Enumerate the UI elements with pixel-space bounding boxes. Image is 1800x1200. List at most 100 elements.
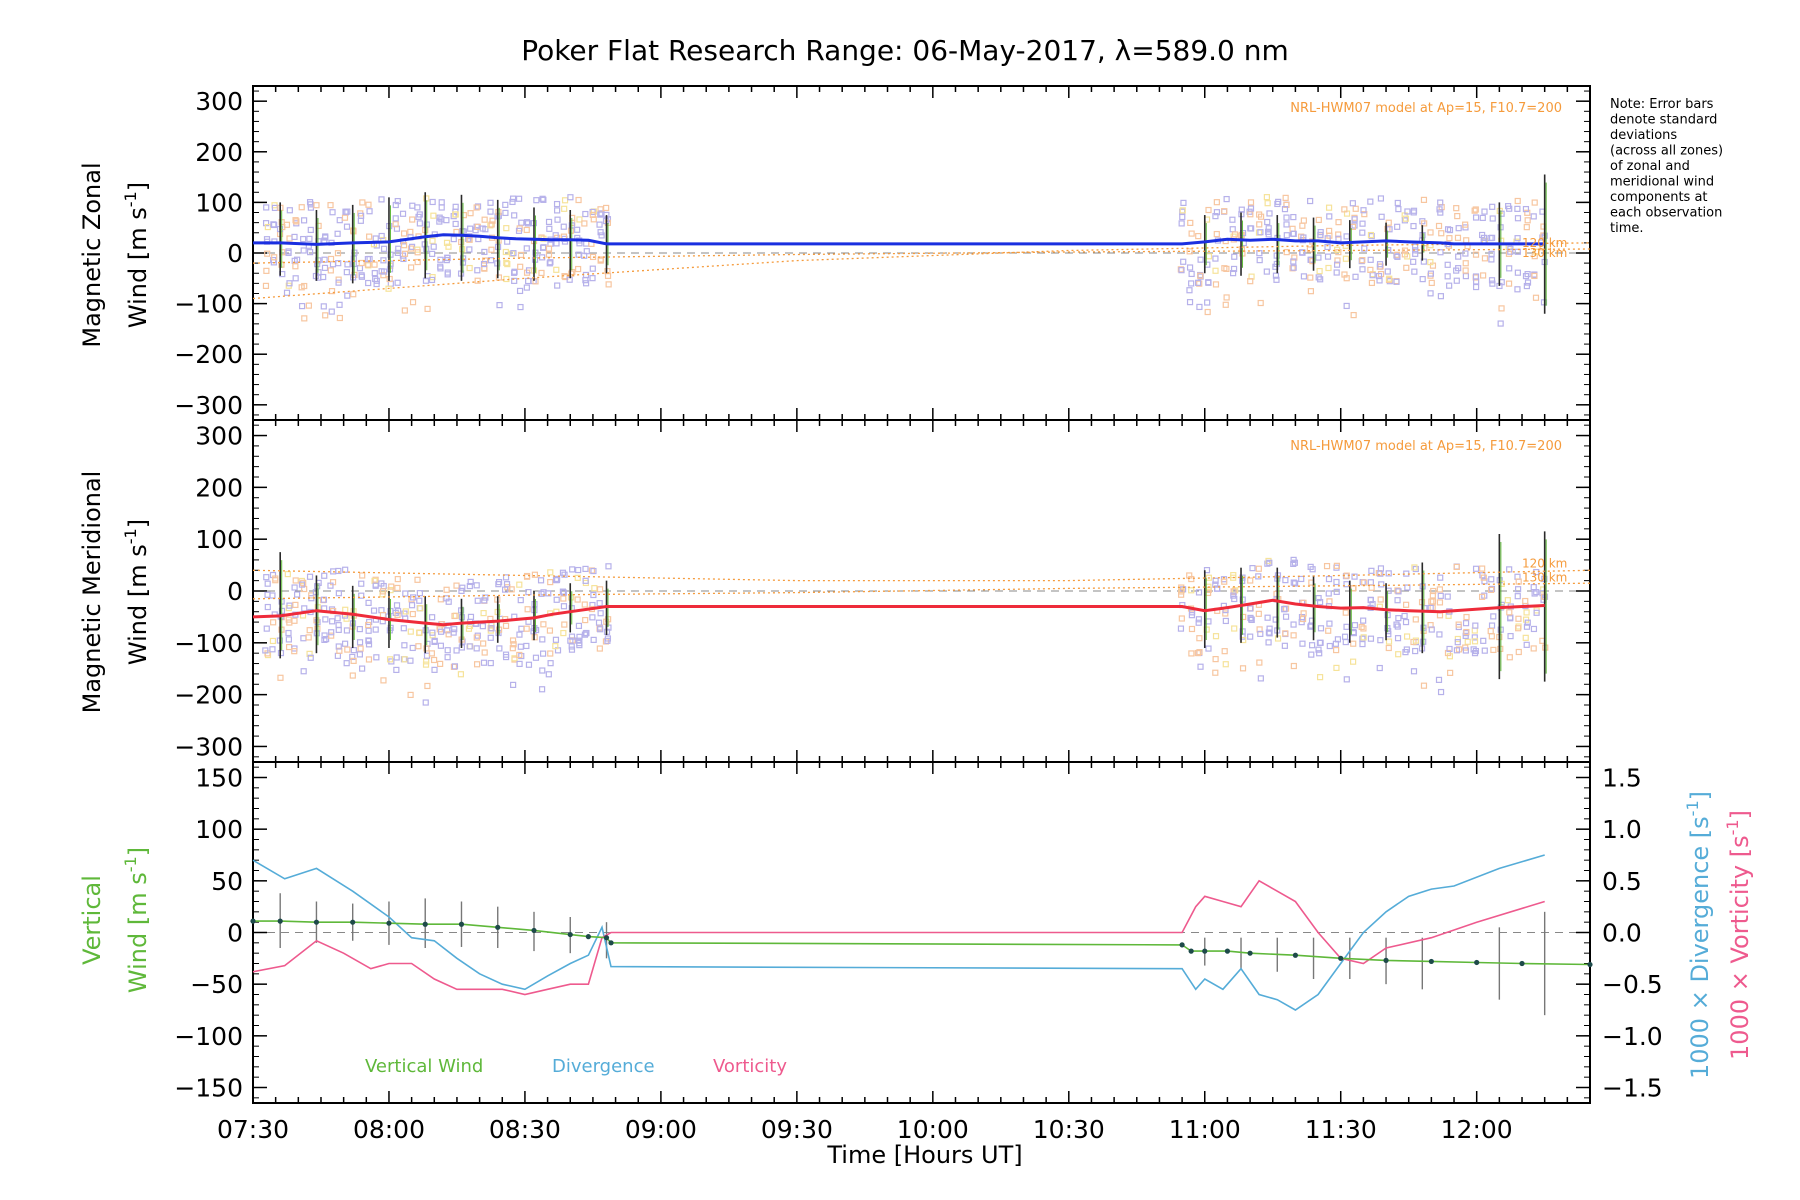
zonal-data-point [443, 239, 451, 246]
meridional-data-point [1212, 633, 1220, 640]
meridional-data-point [264, 580, 271, 587]
zonal-data-point [1410, 207, 1418, 214]
meridional-data-point [1480, 574, 1487, 581]
zonal-data-point [291, 233, 298, 241]
meridional-data-point [437, 660, 444, 667]
zonal-data-point [1247, 225, 1254, 232]
meridional-data-point [487, 634, 494, 641]
zonal-data-point [1368, 279, 1376, 287]
meridional-data-point [1488, 576, 1495, 583]
vertical-wind-point [495, 924, 501, 930]
zonal-data-point [1325, 204, 1333, 211]
meridional-data-point [1257, 630, 1264, 637]
zonal-data-point [502, 209, 509, 217]
meridional-data-point [479, 623, 486, 630]
zonal-data-point [1205, 253, 1213, 260]
meridional-data-point [1377, 637, 1384, 644]
zonal-data-point [523, 284, 530, 291]
vorticity-axis-title-text: 1000 × Vorticity [s-1] [1723, 810, 1754, 1060]
meridional-data-point [292, 577, 299, 584]
meridional-data-point [1316, 639, 1324, 646]
meridional-data-point [590, 636, 597, 643]
meridional-data-point [518, 625, 525, 632]
meridional-data-point [1231, 625, 1238, 632]
zonal-data-point [1427, 290, 1434, 297]
meridional-data-point [321, 572, 328, 579]
zonal-data-point [380, 257, 387, 264]
meridional-data-point [1412, 616, 1419, 623]
meridional-data-point [509, 637, 517, 644]
zonal-data-point [603, 204, 610, 212]
zonal-data-point [1247, 205, 1255, 212]
zonal-data-point [334, 250, 342, 257]
zonal-data-point [341, 214, 349, 221]
zonal-data-point [1394, 223, 1401, 230]
meridional-data-point [334, 652, 341, 659]
zonal-data-point [1195, 279, 1202, 286]
zonal-data-point [452, 220, 459, 228]
vertical-wind-point [1587, 961, 1593, 968]
meridional-data-point [1266, 559, 1273, 566]
meridional-data-point [495, 579, 503, 586]
meridional-data-point [1351, 573, 1358, 580]
zonal-data-point [1273, 276, 1280, 283]
zonal-data-point [378, 268, 385, 275]
meridional-data-point [1463, 628, 1470, 636]
meridional-data-point [342, 640, 349, 647]
zonal-data-point [438, 199, 445, 206]
meridional-data-point [568, 633, 576, 640]
meridional-data-point [356, 639, 364, 646]
zonal-data-point [1274, 200, 1281, 208]
zonal-data-point [1212, 281, 1220, 288]
meridional-data-point [480, 610, 487, 617]
meridional-data-point [1264, 614, 1271, 621]
meridional-model-120km [252, 569, 1591, 582]
zonal-data-point [467, 210, 474, 217]
vertical-wind-point [250, 918, 256, 924]
zonal-data-point [589, 275, 596, 282]
meridional-data-point [1515, 648, 1522, 656]
meridional-data-point [1333, 588, 1340, 595]
meridional-data-point [1403, 633, 1411, 640]
zonal-data-point [437, 256, 444, 263]
meridional-data-point [576, 642, 583, 649]
meridional-data-point [1292, 580, 1299, 587]
zonal-data-point [481, 216, 488, 223]
meridional-data-point [402, 608, 409, 615]
zonal-data-point [1368, 233, 1375, 240]
meridional-data-point [1333, 664, 1340, 672]
zonal-data-point [336, 301, 343, 308]
zonal-data-point [336, 217, 343, 224]
meridional-data-point [429, 629, 436, 636]
meridional-data-point [335, 590, 342, 597]
zonal-data-point [445, 243, 452, 250]
zonal-data-point [443, 217, 450, 224]
zonal-data-point [438, 204, 445, 211]
zonal-data-point [1462, 273, 1469, 280]
meridional-data-point [380, 677, 387, 684]
meridional-data-point [387, 587, 394, 594]
zonal-data-point [366, 208, 373, 215]
meridional-data-point [1507, 632, 1514, 640]
zonal-data-point [1350, 311, 1357, 319]
meridional-data-point [1522, 597, 1529, 605]
zonal-data-point [364, 256, 371, 263]
zonal-data-point [1376, 261, 1384, 268]
zonal-data-point [365, 279, 372, 287]
zonal-data-point [1361, 211, 1368, 218]
zonal-data-point [1186, 287, 1193, 294]
meridional-y-tick-label: 100 [195, 525, 243, 554]
vertical-wind-point [1188, 948, 1194, 954]
x-tick-label: 11:30 [1305, 1115, 1377, 1144]
zonal-data-point [1290, 230, 1297, 237]
meridional-data-point [394, 575, 401, 583]
zonal-data-point [583, 248, 590, 255]
zonal-data-point [605, 281, 612, 288]
zonal-data-point [488, 246, 495, 253]
vertical-wind-point [313, 919, 320, 925]
meridional-data-point [569, 566, 576, 573]
zonal-data-point [1523, 224, 1530, 231]
meridional-data-point [561, 571, 568, 578]
zonal-data-point [1352, 205, 1359, 212]
